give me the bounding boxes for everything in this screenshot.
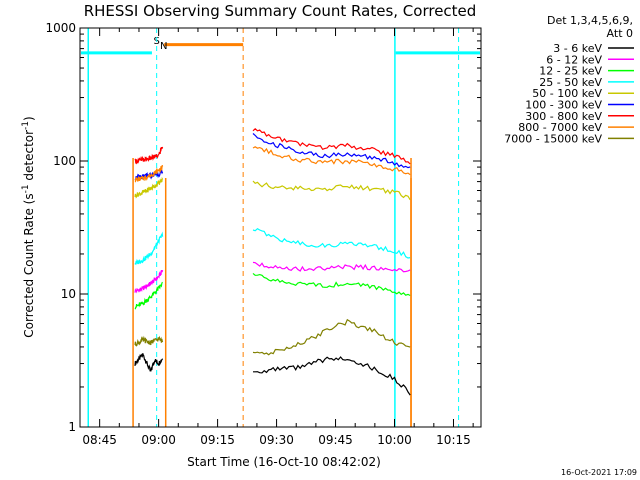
series-line bbox=[253, 356, 411, 396]
series-line bbox=[252, 127, 411, 165]
series-line bbox=[252, 146, 411, 176]
series-line bbox=[252, 318, 411, 356]
series-line bbox=[252, 227, 411, 259]
y-tick-label: 100 bbox=[53, 154, 76, 168]
date-stamp: 16-Oct-2021 17:09 bbox=[561, 468, 637, 477]
y-tick-label: 1000 bbox=[45, 21, 76, 35]
x-tick-label: 10:00 bbox=[377, 433, 412, 447]
series-line bbox=[134, 146, 164, 165]
y-tick-label: 1 bbox=[68, 420, 76, 434]
x-tick-label: 09:30 bbox=[259, 433, 294, 447]
x-tick-label: 09:45 bbox=[318, 433, 353, 447]
legend-label: 800 - 7000 keV bbox=[518, 121, 602, 134]
series-100-300-kev bbox=[134, 133, 411, 181]
series-line bbox=[134, 335, 164, 347]
x-tick-label: 08:45 bbox=[82, 433, 117, 447]
night-marker-label: N bbox=[160, 41, 167, 52]
legend-label: 50 - 100 keV bbox=[532, 87, 602, 100]
series-7000-15000-kev bbox=[134, 318, 411, 356]
series-3-6-kev bbox=[134, 353, 411, 396]
legend-label: 3 - 6 keV bbox=[553, 42, 602, 55]
series-12-25-kev bbox=[134, 272, 411, 310]
axes: 08:45 09:00 09:15 09:30 09:45 10:00 10:15 1 10 10… bbox=[45, 21, 481, 447]
y-axis-label: Corrected Count Rate (s-1 detector-1) bbox=[21, 116, 36, 337]
series-6-12-kev bbox=[134, 261, 411, 294]
series-line bbox=[134, 231, 164, 266]
plot-frame bbox=[79, 27, 482, 428]
legend-label: 12 - 25 keV bbox=[539, 65, 602, 78]
x-tick-label: 09:15 bbox=[200, 433, 235, 447]
series-line bbox=[252, 272, 411, 297]
series-line bbox=[134, 165, 164, 183]
legend-label: 300 - 800 keV bbox=[525, 110, 602, 123]
legend-label: 7000 - 15000 keV bbox=[504, 132, 602, 145]
series-lines bbox=[134, 127, 411, 396]
series-50-100-kev bbox=[134, 176, 411, 201]
legend-label: 100 - 300 keV bbox=[525, 99, 602, 112]
series-800-7000-kev bbox=[134, 146, 411, 183]
legend-label: 25 - 50 keV bbox=[539, 76, 602, 89]
x-tick-label: 10:15 bbox=[436, 433, 471, 447]
series-25-50-kev bbox=[134, 227, 411, 266]
series-300-800-kev bbox=[134, 127, 411, 165]
x-axis-label: Start Time (16-Oct-10 08:42:02) bbox=[187, 455, 381, 469]
series-line bbox=[134, 281, 163, 310]
chart-title: RHESSI Observing Summary Count Rates, Co… bbox=[84, 2, 477, 20]
series-line bbox=[252, 133, 411, 169]
legend-title: Det 1,3,4,5,6,9, bbox=[547, 14, 633, 27]
series-line bbox=[252, 261, 411, 273]
series-line bbox=[134, 353, 164, 372]
legend-label: 6 - 12 keV bbox=[546, 53, 602, 66]
series-line bbox=[134, 269, 164, 294]
series-line bbox=[134, 176, 164, 199]
x-tick-label: 09:00 bbox=[141, 433, 176, 447]
observing-intervals: SN bbox=[81, 28, 480, 427]
series-line bbox=[252, 180, 411, 201]
y-tick-label: 10 bbox=[61, 287, 76, 301]
legend-subtitle: Att 0 bbox=[607, 27, 633, 40]
